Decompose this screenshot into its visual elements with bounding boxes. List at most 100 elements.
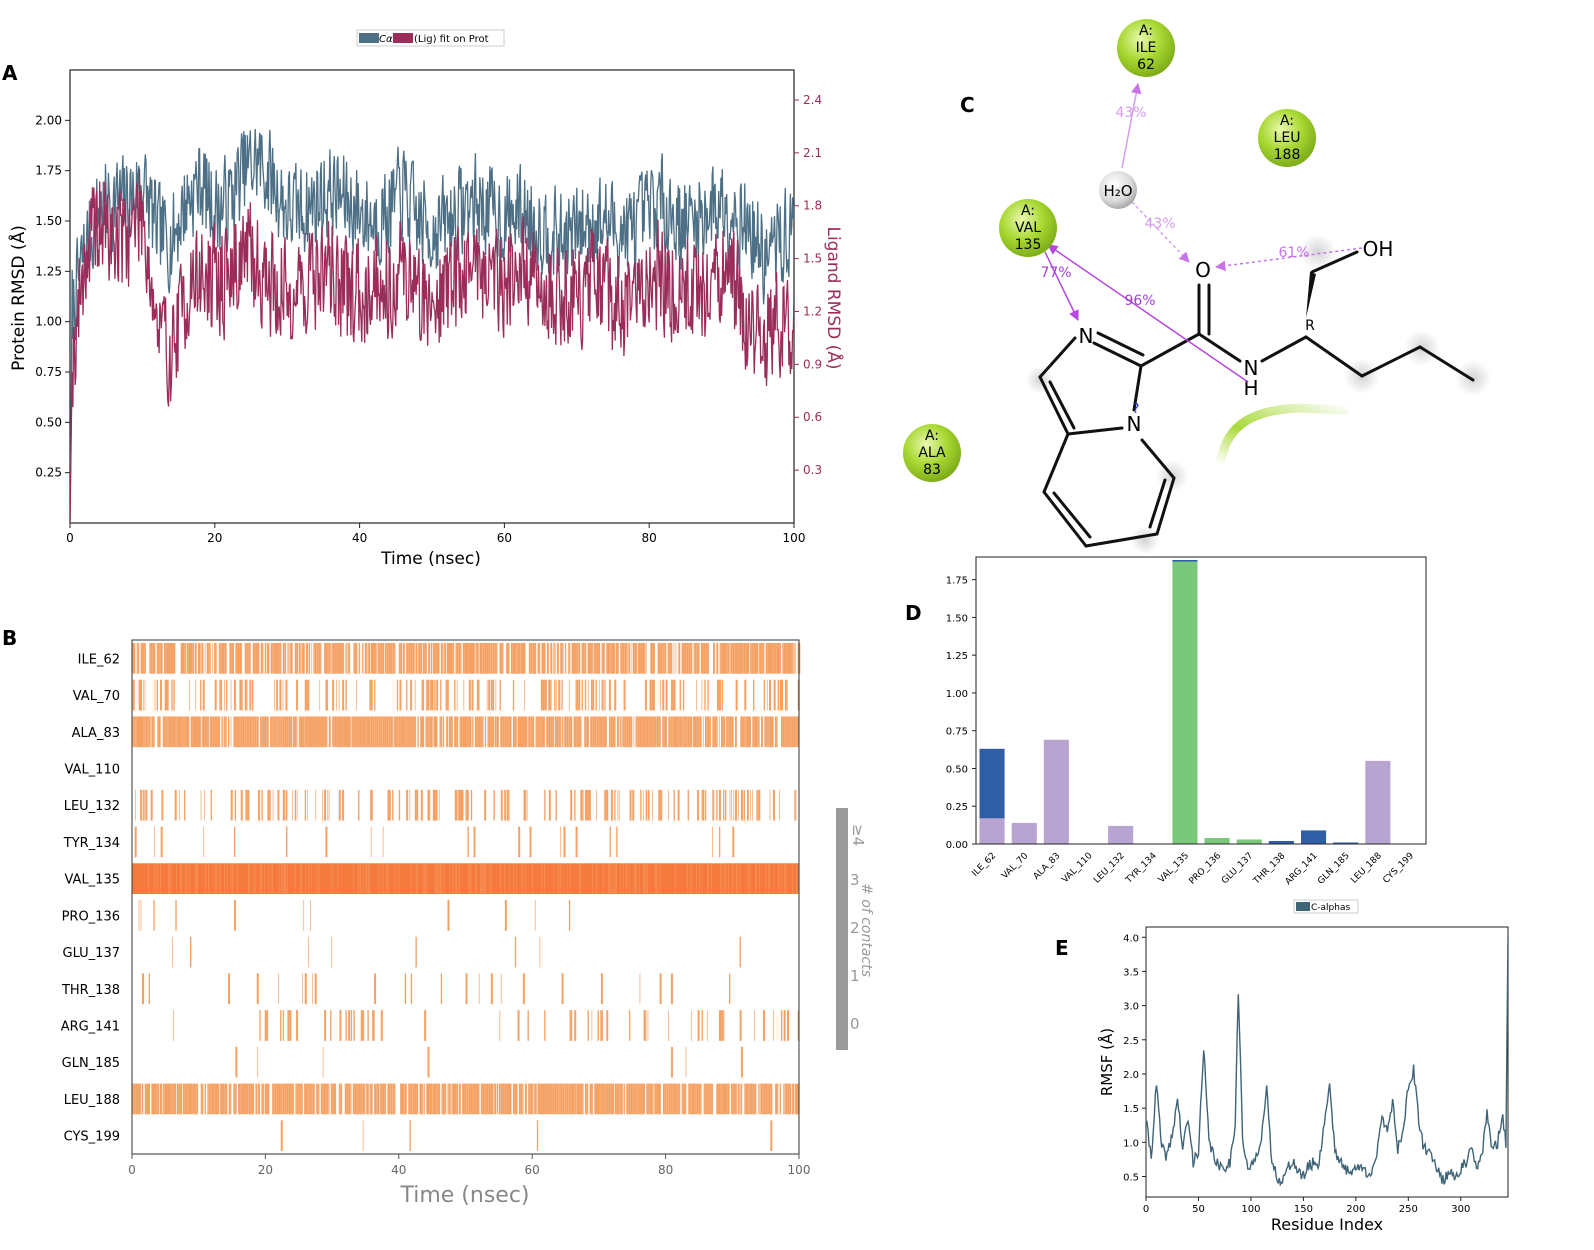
contact-mark	[669, 643, 671, 674]
contact-mark	[729, 716, 732, 748]
contact-mark	[494, 1083, 497, 1115]
contact-mark	[674, 1083, 677, 1115]
contact-mark	[592, 863, 593, 894]
y-tick-label: 3.0	[1123, 1002, 1139, 1013]
contact-mark	[172, 1083, 173, 1115]
contact-mark	[483, 643, 485, 674]
contact-mark	[146, 1083, 147, 1115]
contact-mark	[465, 789, 467, 821]
contact-mark	[426, 679, 428, 711]
contact-mark	[745, 716, 747, 748]
contact-mark	[296, 716, 297, 748]
bar-hydrophobic-leu_188	[1365, 760, 1391, 844]
contact-mark	[603, 716, 605, 748]
contact-mark	[249, 679, 252, 711]
contact-mark	[346, 643, 347, 674]
contact-mark	[208, 863, 209, 894]
contact-mark	[374, 716, 375, 748]
contact-mark	[762, 1083, 764, 1115]
contact-mark	[353, 643, 355, 674]
contact-mark	[444, 1083, 446, 1115]
contact-mark	[662, 643, 663, 674]
contact-mark	[740, 863, 741, 894]
contact-mark	[292, 1083, 294, 1115]
y-tick-label: 1.50	[946, 613, 968, 624]
contact-mark	[597, 1083, 600, 1115]
contact-mark	[642, 863, 644, 894]
contact-mark	[438, 1083, 441, 1115]
contact-mark	[226, 679, 228, 711]
contact-mark	[554, 716, 557, 748]
contacts-heatmap: ILE_62VAL_70ALA_83VAL_110LEU_132TYR_134V…	[61, 639, 874, 1208]
contact-mark	[290, 1083, 292, 1115]
x-tick-label: 0	[128, 1163, 136, 1177]
contact-mark	[454, 789, 456, 821]
contact-mark	[792, 863, 793, 894]
atom-n-bridge: N	[1127, 412, 1142, 436]
contact-mark	[523, 716, 526, 748]
contact-mark	[625, 716, 627, 748]
contact-mark	[278, 716, 280, 748]
contact-mark	[741, 1083, 743, 1115]
contact-mark	[739, 1010, 741, 1041]
contact-mark	[573, 1083, 575, 1115]
contact-mark	[721, 863, 723, 894]
contact-mark	[666, 1083, 667, 1115]
contact-mark	[279, 643, 282, 674]
contact-mark	[282, 1083, 283, 1115]
contact-mark	[579, 1083, 582, 1115]
contact-mark	[626, 1083, 628, 1115]
contact-mark	[578, 679, 581, 711]
contact-mark	[594, 1083, 596, 1115]
contact-mark	[202, 1083, 204, 1115]
legend-label-protein: Cα	[379, 34, 393, 45]
contact-mark	[787, 1083, 789, 1115]
contact-mark	[280, 1120, 283, 1151]
contact-mark	[708, 679, 709, 711]
contact-mark	[328, 716, 331, 748]
contact-mark	[468, 1083, 471, 1115]
contact-mark	[637, 716, 639, 748]
y2-tick-label: 1.5	[803, 252, 822, 266]
contact-mark	[748, 863, 749, 894]
contact-mark	[378, 863, 380, 894]
contact-mark	[474, 716, 476, 748]
contact-mark	[161, 789, 164, 821]
contact-mark	[639, 716, 642, 748]
contact-mark	[616, 863, 617, 894]
contact-mark	[176, 716, 178, 748]
contact-mark	[779, 1083, 781, 1115]
contact-mark	[224, 716, 226, 748]
contact-mark	[178, 1083, 179, 1115]
y-tick-label: 1.00	[35, 315, 62, 329]
contact-mark	[698, 863, 700, 894]
contact-mark	[196, 863, 197, 894]
contact-mark	[748, 1083, 750, 1115]
contact-mark	[140, 1083, 141, 1115]
contact-mark	[378, 716, 381, 748]
contact-mark	[430, 643, 432, 674]
contact-mark	[716, 679, 719, 711]
contact-mark	[606, 1083, 609, 1115]
contact-mark	[200, 789, 202, 821]
contact-mark	[333, 863, 335, 894]
contact-mark	[469, 643, 472, 674]
contact-mark	[756, 789, 757, 821]
contact-mark	[634, 1083, 637, 1115]
contact-mark	[470, 863, 472, 894]
contact-mark	[624, 716, 626, 748]
contact-mark	[544, 679, 547, 711]
contact-mark	[779, 679, 781, 711]
contact-mark	[724, 643, 727, 674]
contact-mark	[417, 863, 419, 894]
contact-mark	[379, 643, 381, 674]
bar-hbond-pro_136	[1204, 838, 1230, 844]
contact-mark	[381, 1083, 383, 1115]
contact-mark	[412, 716, 415, 748]
contact-mark	[218, 863, 220, 894]
contact-mark	[366, 1083, 369, 1115]
contact-mark	[500, 716, 503, 748]
contact-mark	[657, 863, 659, 894]
contact-mark	[443, 1083, 445, 1115]
contact-mark	[134, 826, 137, 858]
